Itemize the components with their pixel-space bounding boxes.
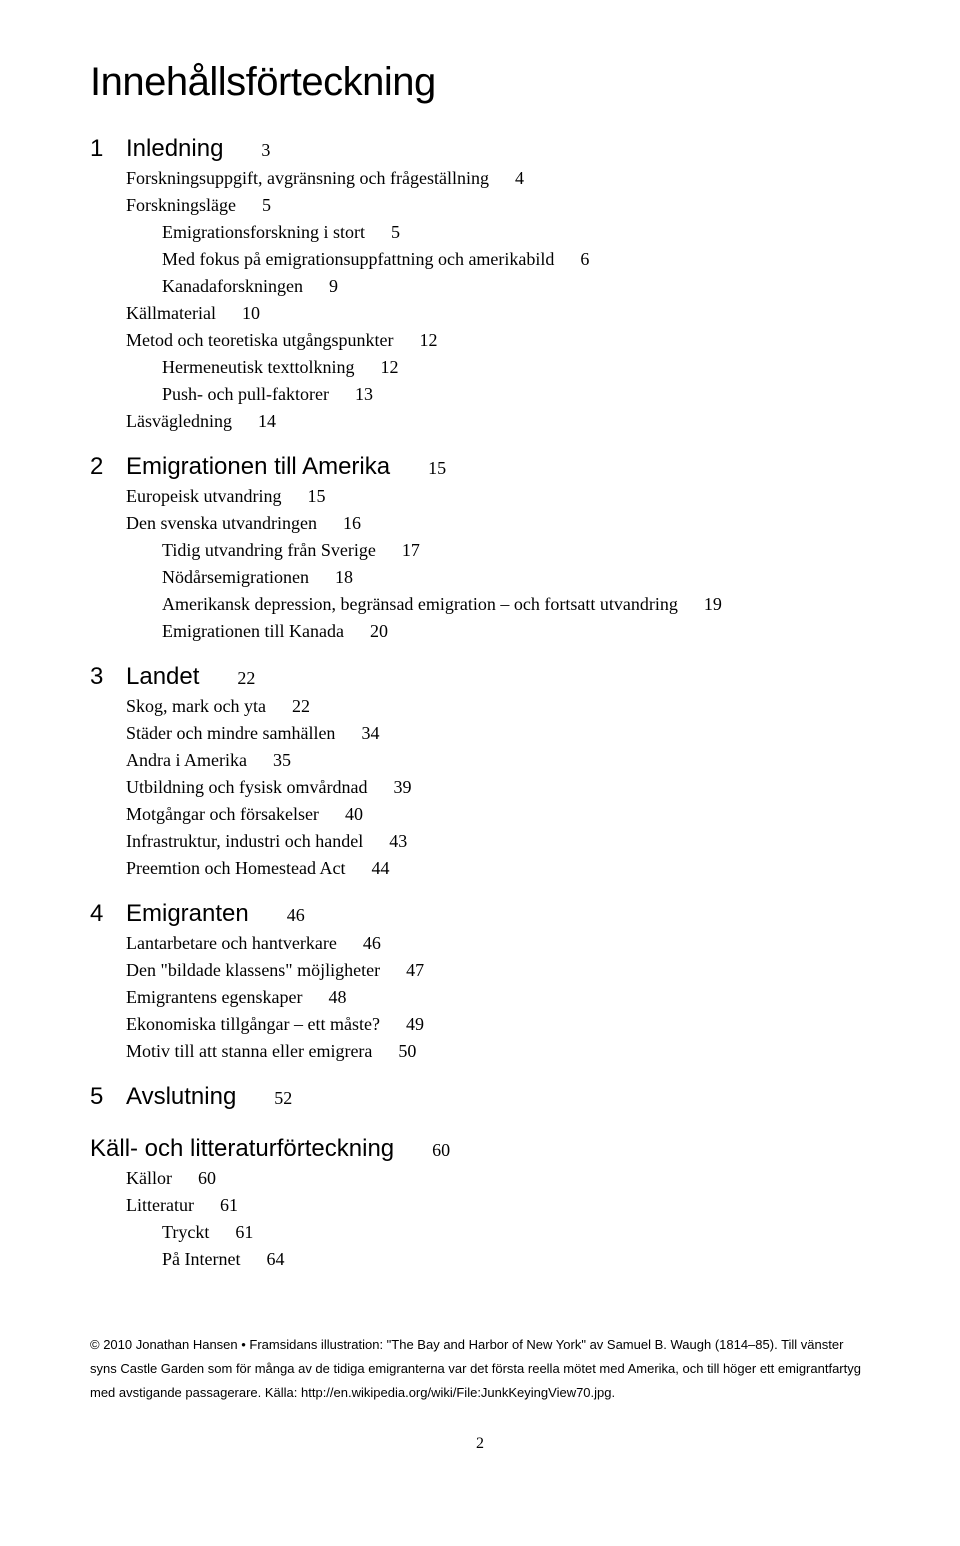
- document-title: Innehållsförteckning: [90, 60, 870, 105]
- section-page: 3: [261, 140, 270, 161]
- toc-entry: Push- och pull-faktorer13: [162, 381, 870, 408]
- toc-entry: Med fokus på emigrationsuppfattning och …: [162, 246, 870, 273]
- toc-entry: Emigrantens egenskaper48: [126, 984, 870, 1011]
- toc-entry: Städer och mindre samhällen34: [126, 720, 870, 747]
- section-page: 46: [287, 905, 305, 926]
- toc-entry: Metod och teoretiska utgångspunkter12: [126, 327, 870, 354]
- toc-entry: På Internet64: [162, 1246, 870, 1273]
- toc-entry: Kanadaforskningen9: [162, 273, 870, 300]
- toc-entry: Skog, mark och yta22: [126, 693, 870, 720]
- section-entries: Europeisk utvandring15 Den svenska utvan…: [126, 483, 870, 645]
- section-heading: 1 Inledning 3: [90, 135, 870, 163]
- section-num: 2: [90, 453, 112, 481]
- section-heading: Käll- och litteraturförteckning 60: [90, 1135, 870, 1163]
- toc-entry: Nödårsemigrationen18: [162, 564, 870, 591]
- section-heading: 2 Emigrationen till Amerika 15: [90, 453, 870, 481]
- section-title: Inledning: [126, 135, 223, 163]
- section-title: Emigrationen till Amerika: [126, 453, 390, 481]
- section-title: Avslutning: [126, 1083, 236, 1111]
- toc-entry: Hermeneutisk texttolkning12: [162, 354, 870, 381]
- section-num: 5: [90, 1083, 112, 1111]
- toc-entry: Motiv till att stanna eller emigrera50: [126, 1038, 870, 1065]
- toc-entry: Tryckt61: [162, 1219, 870, 1246]
- section-entries: Forskningsuppgift, avgränsning och fråge…: [126, 165, 870, 435]
- section-page: 52: [274, 1088, 292, 1109]
- toc-entry: Den svenska utvandringen16: [126, 510, 870, 537]
- toc-entry: Källmaterial10: [126, 300, 870, 327]
- toc-entry: Utbildning och fysisk omvårdnad39: [126, 774, 870, 801]
- toc-entry: Forskningsläge5: [126, 192, 870, 219]
- toc-entry: Ekonomiska tillgångar – ett måste?49: [126, 1011, 870, 1038]
- toc-entry: Emigrationen till Kanada20: [162, 618, 870, 645]
- section-num: 1: [90, 135, 112, 163]
- copyright-footnote: © 2010 Jonathan Hansen • Framsidans illu…: [90, 1333, 870, 1405]
- section-title: Landet: [126, 663, 199, 691]
- toc-entry: Den "bildade klassens" möjligheter47: [126, 957, 870, 984]
- toc-entry: Forskningsuppgift, avgränsning och fråge…: [126, 165, 870, 192]
- toc-entry: Lantarbetare och hantverkare46: [126, 930, 870, 957]
- section-heading: 3 Landet 22: [90, 663, 870, 691]
- page-number: 2: [90, 1435, 870, 1453]
- toc-entry: Preemtion och Homestead Act44: [126, 855, 870, 882]
- toc-entry: Källor60: [126, 1165, 870, 1192]
- section-num: 4: [90, 900, 112, 928]
- section-title: Käll- och litteraturförteckning: [90, 1135, 394, 1163]
- section-num: 3: [90, 663, 112, 691]
- section-entries: Källor60 Litteratur61 Tryckt61 På Intern…: [126, 1165, 870, 1273]
- toc-entry: Infrastruktur, industri och handel43: [126, 828, 870, 855]
- section-entries: Skog, mark och yta22 Städer och mindre s…: [126, 693, 870, 882]
- section-page: 60: [432, 1140, 450, 1161]
- toc-entry: Emigrationsforskning i stort5: [162, 219, 870, 246]
- toc-entry: Motgångar och försakelser40: [126, 801, 870, 828]
- toc-entry: Amerikansk depression, begränsad emigrat…: [162, 591, 870, 618]
- page-container: Innehållsförteckning 1 Inledning 3 Forsk…: [0, 0, 960, 1493]
- toc-entry: Litteratur61: [126, 1192, 870, 1219]
- section-page: 22: [237, 668, 255, 689]
- toc-entry: Tidig utvandring från Sverige17: [162, 537, 870, 564]
- section-entries: Lantarbetare och hantverkare46 Den "bild…: [126, 930, 870, 1065]
- toc-entry: Läsvägledning14: [126, 408, 870, 435]
- section-page: 15: [428, 458, 446, 479]
- section-heading: 4 Emigranten 46: [90, 900, 870, 928]
- section-heading: 5 Avslutning 52: [90, 1083, 870, 1111]
- toc-entry: Europeisk utvandring15: [126, 483, 870, 510]
- toc-entry: Andra i Amerika35: [126, 747, 870, 774]
- section-title: Emigranten: [126, 900, 249, 928]
